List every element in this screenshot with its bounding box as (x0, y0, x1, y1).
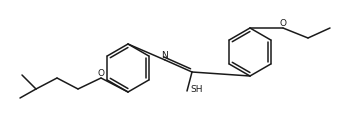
Text: O: O (98, 70, 105, 78)
Text: O: O (279, 20, 286, 28)
Text: SH: SH (191, 84, 203, 94)
Text: N: N (161, 50, 168, 59)
